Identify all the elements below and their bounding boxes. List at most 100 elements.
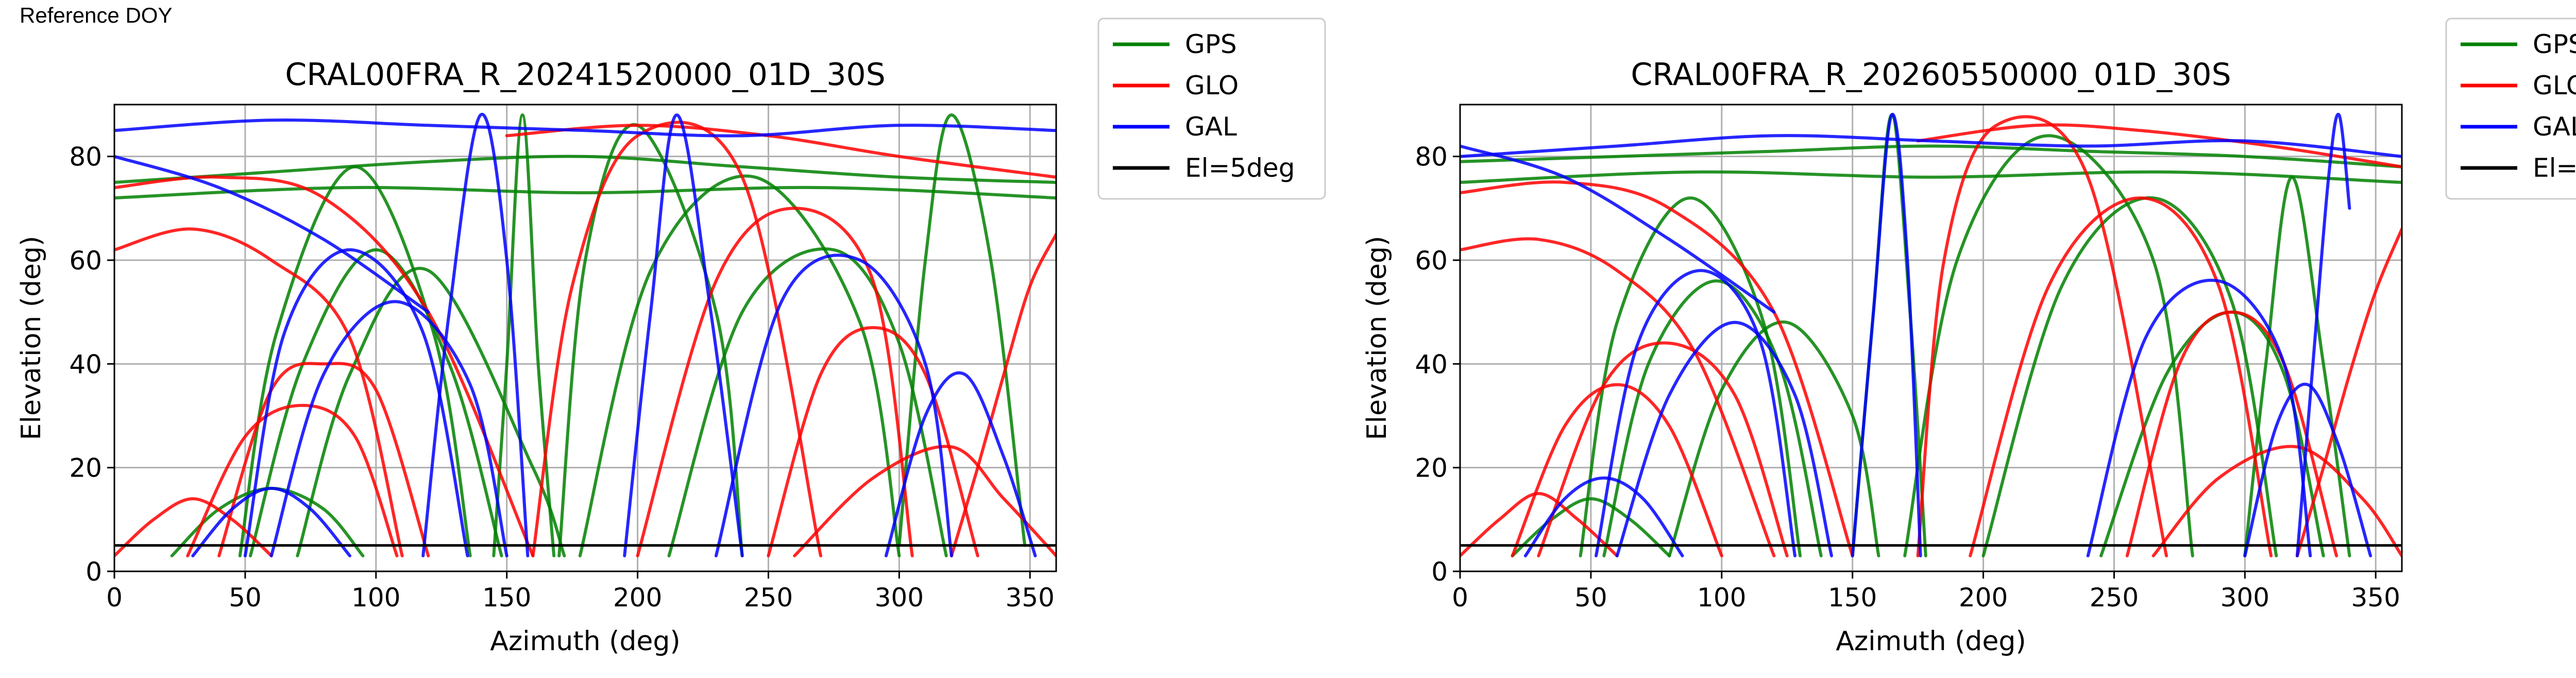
track-gal bbox=[884, 371, 1037, 557]
legend-label-gal-2: GAL bbox=[2533, 112, 2576, 142]
track-glo bbox=[636, 207, 914, 557]
y-tick-label: 20 bbox=[1415, 453, 1448, 483]
legend-label-gps-2: GPS bbox=[2533, 29, 2576, 59]
x-tick-label: 0 bbox=[106, 583, 123, 613]
track-gal bbox=[114, 155, 430, 314]
x-tick-label: 300 bbox=[875, 583, 924, 613]
y-tick-label: 60 bbox=[1415, 246, 1448, 276]
legend-label-glo: GLO bbox=[1185, 71, 1239, 100]
track-gal bbox=[191, 486, 351, 557]
track-gal bbox=[1460, 144, 1776, 314]
track-glo bbox=[1969, 196, 2273, 557]
x-tick-label: 250 bbox=[2090, 583, 2139, 613]
x-tick-label: 250 bbox=[744, 583, 793, 613]
y-tick-label: 80 bbox=[69, 142, 102, 172]
x-ticks-2: 0 50 100 150 200 250 300 350 bbox=[1452, 571, 2400, 613]
x-tick-label: 350 bbox=[1006, 583, 1055, 613]
track-gal bbox=[2295, 112, 2351, 557]
track-gps bbox=[1668, 320, 1880, 557]
reference-doy-label: Reference DOY bbox=[20, 3, 173, 27]
x-tick-label: 150 bbox=[1828, 583, 1877, 613]
track-glo bbox=[1460, 237, 1776, 557]
x-tick-label: 100 bbox=[1697, 583, 1746, 613]
track-gps bbox=[114, 155, 1056, 184]
track-gal bbox=[2086, 279, 2312, 557]
track-gal bbox=[2243, 382, 2372, 557]
x-tick-label: 150 bbox=[482, 583, 531, 613]
track-glo bbox=[1916, 115, 2168, 557]
track-gal bbox=[421, 112, 530, 557]
track-gps bbox=[1579, 196, 1802, 557]
y-tick-label: 0 bbox=[1431, 557, 1448, 587]
y-ticks-2: 0 20 40 60 80 bbox=[1415, 142, 1460, 587]
track-glo bbox=[1916, 123, 2402, 168]
track-glo bbox=[114, 497, 273, 557]
track-gal bbox=[1595, 269, 1797, 557]
y-tick-label: 60 bbox=[69, 246, 102, 276]
track-glo bbox=[505, 124, 1056, 179]
chart-panel-1: CRAL00FRA_R_20241520000_01D_30S 0 50 100 15… bbox=[16, 18, 1326, 657]
track-glo bbox=[1511, 383, 1723, 557]
x-tick-label: 350 bbox=[2351, 583, 2400, 613]
track-gps bbox=[2099, 310, 2325, 557]
track-glo bbox=[1460, 491, 1619, 557]
track-gps bbox=[1602, 279, 1823, 557]
track-gps bbox=[249, 248, 503, 557]
y-tick-label: 0 bbox=[86, 557, 102, 587]
track-gal bbox=[1460, 134, 2402, 158]
track-gps bbox=[1511, 497, 1671, 557]
legend-label-gps: GPS bbox=[1185, 29, 1237, 59]
y-axis-label-1: Elevation (deg) bbox=[16, 236, 47, 440]
legend-frame-2 bbox=[2445, 18, 2576, 200]
legend-label-glo-2: GLO bbox=[2533, 71, 2576, 100]
legend-label-gal: GAL bbox=[1185, 112, 1237, 142]
track-gal bbox=[269, 300, 509, 557]
x-tick-label: 300 bbox=[2221, 583, 2269, 613]
legend-1: GPS GLO GAL El=5deg bbox=[1097, 18, 1326, 200]
y-tick-label: 80 bbox=[1415, 142, 1448, 172]
satellite-tracks-1 bbox=[114, 112, 1056, 557]
legend-frame-1 bbox=[1097, 18, 1326, 200]
x-axis-label-2: Azimuth (deg) bbox=[1836, 626, 2026, 657]
plot-frame-1 bbox=[113, 104, 1057, 572]
track-gal bbox=[1523, 476, 1684, 557]
y-ticks-1: 0 20 40 60 80 bbox=[69, 142, 114, 587]
y-tick-label: 40 bbox=[69, 349, 102, 379]
track-glo bbox=[950, 232, 1056, 557]
track-gal bbox=[1851, 112, 1922, 557]
track-glo bbox=[114, 227, 404, 557]
chart-title-2: CRAL00FRA_R_20260550000_01D_30S bbox=[1631, 57, 2231, 93]
y-axis-label-2: Elevation (deg) bbox=[1362, 236, 1393, 440]
track-gps bbox=[114, 185, 1056, 200]
track-gps bbox=[578, 174, 901, 557]
track-gps bbox=[1460, 144, 2402, 168]
track-gps bbox=[1460, 170, 2402, 184]
x-tick-label: 50 bbox=[1574, 583, 1607, 613]
track-glo bbox=[767, 326, 979, 557]
chart-panel-2: CRAL00FRA_R_20260550000_01D_30S 0 50 100 15… bbox=[1362, 18, 2576, 657]
track-glo bbox=[186, 403, 399, 557]
track-gal bbox=[623, 113, 744, 557]
x-tick-label: 0 bbox=[1452, 583, 1468, 613]
x-tick-label: 50 bbox=[229, 583, 262, 613]
x-axis-label-1: Azimuth (deg) bbox=[490, 626, 680, 657]
track-gps bbox=[492, 113, 556, 557]
track-glo bbox=[217, 362, 430, 557]
y-tick-label: 40 bbox=[1415, 349, 1448, 379]
x-tick-label: 200 bbox=[1959, 583, 2008, 613]
x-tick-label: 100 bbox=[351, 583, 400, 613]
track-glo bbox=[793, 445, 1056, 557]
legend-2: GPS GLO GAL El=5deg bbox=[2445, 18, 2576, 200]
legend-label-el5: El=5deg bbox=[1185, 153, 1295, 183]
y-tick-label: 20 bbox=[69, 453, 102, 483]
track-glo bbox=[1537, 341, 1789, 557]
track-gps bbox=[296, 267, 566, 557]
satellite-tracks-2 bbox=[1460, 112, 2402, 557]
track-glo bbox=[2125, 310, 2338, 557]
track-glo bbox=[114, 175, 535, 557]
track-glo bbox=[2151, 445, 2402, 557]
track-gps bbox=[1981, 196, 2278, 557]
track-gps bbox=[897, 113, 1027, 547]
track-gal bbox=[243, 248, 469, 557]
